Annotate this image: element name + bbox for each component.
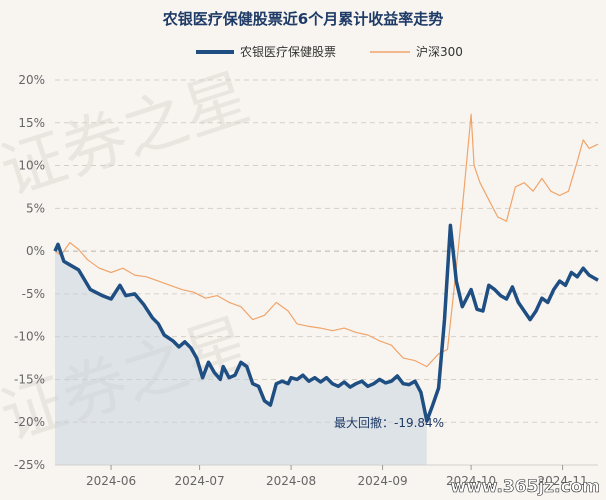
y-tick-label: -20% xyxy=(14,415,45,429)
drawdown-shading xyxy=(55,244,427,465)
legend: 农银医疗保健股票 沪深300 xyxy=(196,45,463,59)
x-tick-label: 2024-07 xyxy=(175,474,225,488)
y-tick-label: 0% xyxy=(26,244,45,258)
y-tick-label: 5% xyxy=(26,201,45,215)
x-tick-label: 2024-09 xyxy=(358,474,408,488)
series-line-index xyxy=(54,113,599,368)
x-tick-label: 2024-08 xyxy=(266,474,316,488)
y-axis-ticks: 20% 15% 10% 5% 0% -5% -10% -15% -20% -25% xyxy=(14,73,45,472)
y-tick-label: -5% xyxy=(22,287,45,301)
series-lines xyxy=(53,113,599,423)
x-tick-label: 2024-06 xyxy=(86,474,136,488)
drawdown-area xyxy=(55,244,427,465)
y-tick-label: 10% xyxy=(18,159,45,173)
chart-title: 农银医疗保健股票近6个月累计收益率走势 xyxy=(162,10,443,28)
y-tick-label: 15% xyxy=(18,116,45,130)
x-tick-label: 2024-10 xyxy=(446,474,496,488)
series-line-fund xyxy=(53,223,599,423)
y-tick-label: -15% xyxy=(14,372,45,386)
max-drawdown-annotation: 最大回撤：-19.84% xyxy=(334,415,444,430)
y-tick-label: -10% xyxy=(14,330,45,344)
y-tick-label: -25% xyxy=(14,458,45,472)
legend-label-index: 沪深300 xyxy=(416,45,463,59)
y-tick-label: 20% xyxy=(18,73,45,87)
x-tick-label: 2024-11 xyxy=(538,474,588,488)
legend-label-fund: 农银医疗保健股票 xyxy=(240,45,336,59)
site-watermark: www.365jz.com xyxy=(450,477,600,497)
x-axis-ticks: 2024-06 2024-07 2024-08 2024-09 2024-10 2024-… xyxy=(86,465,588,488)
